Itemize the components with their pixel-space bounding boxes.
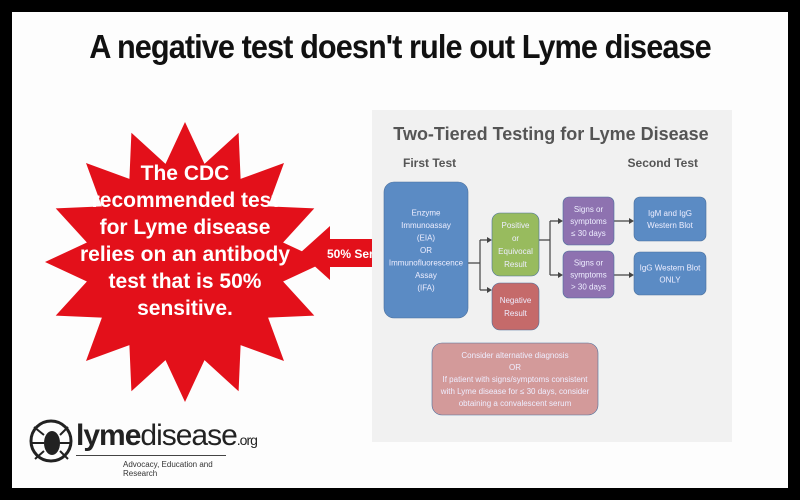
positive-result-box-text: Result bbox=[504, 260, 527, 269]
negative-note-box-text: with Lyme disease for ≤ 30 days, conside… bbox=[440, 387, 590, 396]
first-test-box-text: (IFA) bbox=[417, 284, 435, 293]
starburst-line: test that is 50% bbox=[108, 270, 262, 293]
igg-only-box-text: IgG Western Blot bbox=[640, 264, 702, 273]
negative-note-box-text: If patient with signs/symptoms consisten… bbox=[443, 375, 589, 384]
starburst-line: relies on an antibody bbox=[79, 243, 291, 266]
igg-only-box-text: ONLY bbox=[659, 276, 681, 285]
igm-igg-box-text: IgM and IgG bbox=[648, 209, 692, 218]
negative-note-box bbox=[431, 342, 599, 416]
logo-wordmark: lymedisease.org bbox=[76, 419, 258, 452]
negative-note-box-text: OR bbox=[509, 363, 521, 372]
second-test-label: Second Test bbox=[628, 156, 698, 170]
starburst-line: sensitive. bbox=[137, 297, 233, 320]
signs-gt30-box-text: > 30 days bbox=[571, 283, 606, 292]
negative-result-box-text: Negative bbox=[500, 296, 532, 305]
signs-le30-box-text: Signs or bbox=[574, 205, 604, 214]
igm-igg-box-text: Western Blot bbox=[647, 221, 693, 230]
positive-result-box bbox=[491, 212, 540, 277]
headline: A negative test doesn't rule out Lyme di… bbox=[89, 28, 711, 65]
logo: lymedisease.org Advocacy, Education and … bbox=[28, 415, 258, 478]
first-test-box-text: Enzyme bbox=[412, 209, 441, 218]
starburst-text: The CDC recommended test for Lyme diseas… bbox=[70, 160, 300, 322]
first-test-box-text: Assay bbox=[415, 271, 437, 280]
negative-result-box bbox=[491, 282, 540, 331]
starburst-line: recommended test bbox=[91, 189, 279, 212]
igm-igg-box bbox=[633, 196, 707, 242]
igg-only-box bbox=[633, 251, 707, 296]
first-test-box bbox=[383, 181, 469, 319]
logo-tagline: Advocacy, Education and Research bbox=[123, 460, 213, 478]
negative-note-box-text: Consider alternative diagnosis bbox=[461, 351, 568, 360]
tick-logo-icon bbox=[29, 419, 73, 463]
signs-gt30-box-text: Signs or bbox=[574, 259, 604, 268]
positive-result-box-text: Equivocal bbox=[498, 247, 533, 256]
positive-result-box-text: or bbox=[512, 234, 519, 243]
first-test-box-text: OR bbox=[420, 246, 432, 255]
signs-le30-box-text: symptoms bbox=[570, 217, 606, 226]
first-test-box-text: Immunofluorescence bbox=[389, 259, 464, 268]
negative-note-box-text: obtaining a convalescent serum bbox=[459, 399, 572, 408]
first-test-label: First Test bbox=[403, 156, 456, 170]
signs-le30-box-text: ≤ 30 days bbox=[571, 229, 606, 238]
positive-result-box-text: Positive bbox=[501, 221, 530, 230]
starburst-line: for Lyme disease bbox=[99, 216, 271, 239]
starburst-shape bbox=[45, 122, 325, 402]
signs-le30-box bbox=[562, 196, 615, 246]
signs-gt30-box bbox=[562, 250, 615, 299]
signs-gt30-box-text: symptoms bbox=[570, 271, 606, 280]
negative-result-box-text: Result bbox=[504, 309, 527, 318]
first-test-box-text: (EIA) bbox=[417, 234, 436, 243]
starburst-line: The CDC bbox=[140, 162, 230, 185]
first-test-box-text: Immunoassay bbox=[401, 221, 451, 230]
diagram-title: Two-Tiered Testing for Lyme Disease bbox=[393, 124, 708, 144]
